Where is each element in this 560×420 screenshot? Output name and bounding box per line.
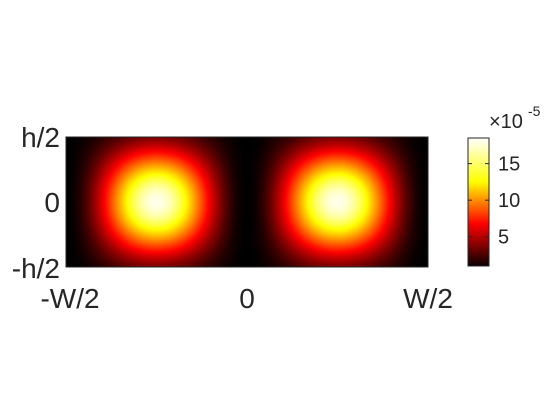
heatmap-area — [66, 137, 428, 267]
colorbar-tick-label: 15 — [498, 154, 520, 176]
colorbar-tick-label: 5 — [498, 227, 509, 249]
y-tick-label-middle: 0 — [44, 187, 60, 218]
colorbar-ticks: 15 10 5 — [468, 154, 520, 249]
x-tick-label-center: 0 — [239, 283, 255, 314]
colorbar-tick-label: 10 — [498, 190, 520, 212]
y-tick-label-top: h/2 — [21, 122, 60, 153]
x-tick-label-left: -W/2 — [40, 283, 99, 314]
plot-frame — [65, 136, 429, 268]
y-tick-label-bottom: -h/2 — [12, 253, 60, 284]
colorbar-exponent-base: ×10 — [489, 111, 523, 133]
x-tick-label-right: W/2 — [403, 283, 453, 314]
colorbar — [467, 137, 490, 267]
colorbar-exponent: -5 — [528, 103, 541, 119]
